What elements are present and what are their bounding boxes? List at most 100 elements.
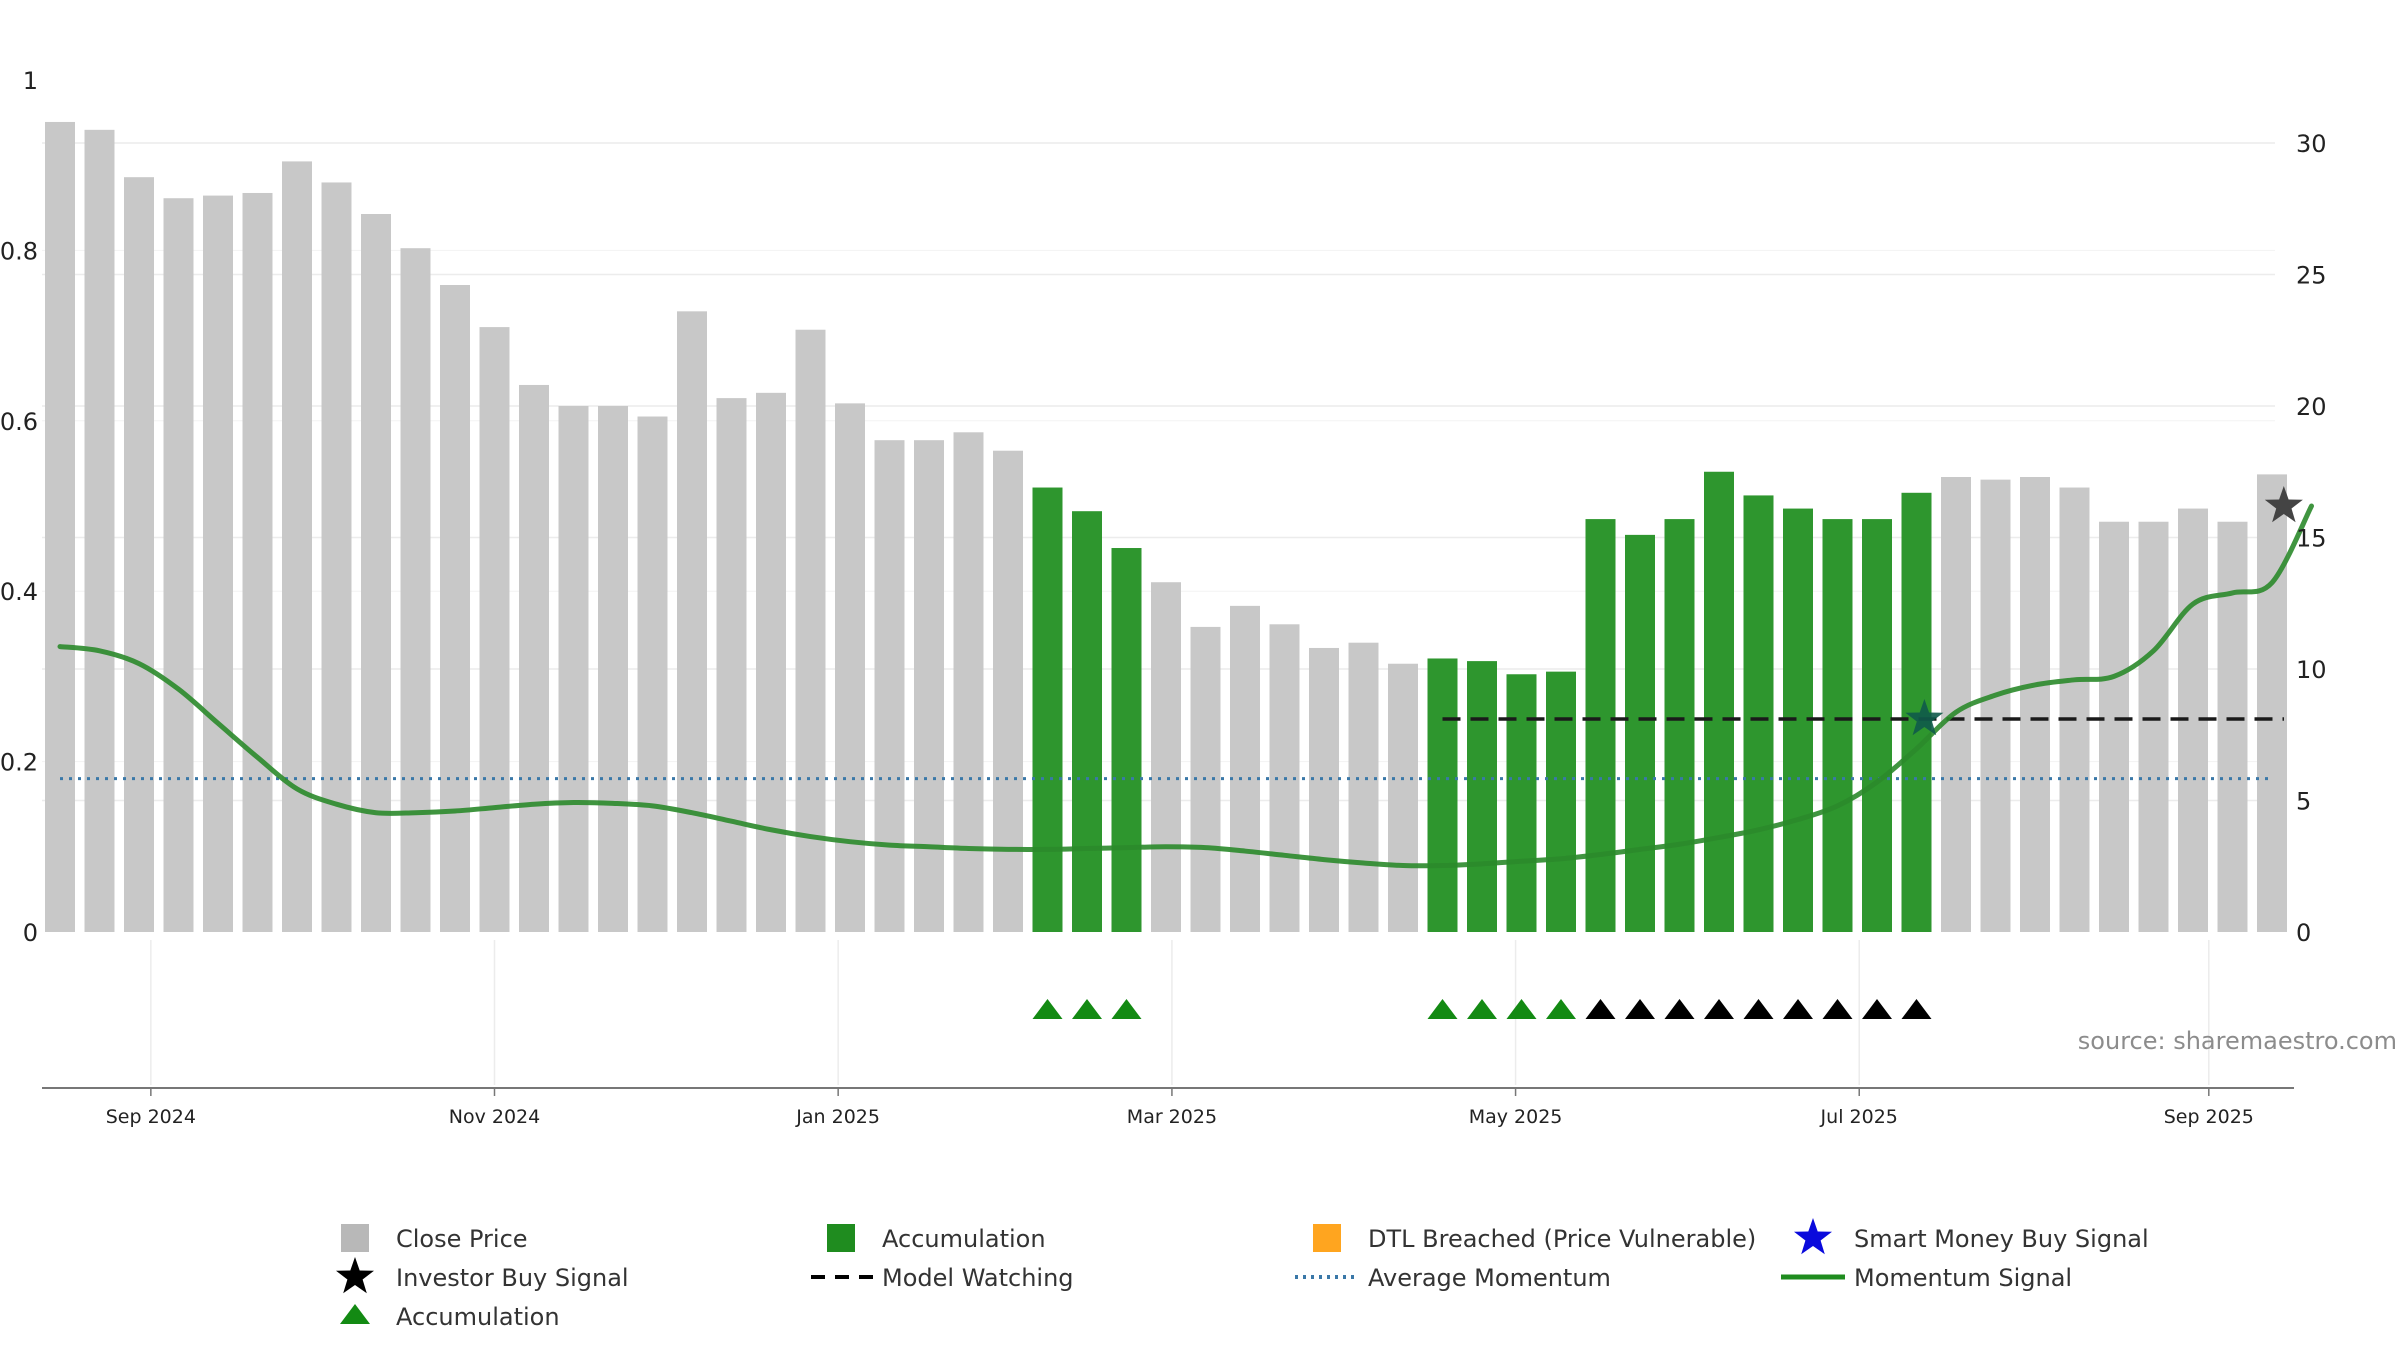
right-axis-tick-label: 25: [2296, 262, 2327, 290]
left-axis-tick-label: 0.8: [0, 237, 38, 265]
close-price-bar: [2257, 474, 2287, 932]
close-price-bar: [756, 392, 786, 933]
close-price-bar: [1230, 605, 1260, 932]
close-price-bar: [242, 192, 273, 933]
close-price-bar: [45, 121, 75, 932]
investor-triangle: [1664, 999, 1695, 1019]
right-axis-tick-label: 5: [2296, 788, 2311, 816]
accumulation-triangle: [1506, 999, 1537, 1019]
investor-triangle: [1704, 999, 1734, 1019]
legend-item: Accumulation: [340, 1303, 560, 1331]
legend-label: Investor Buy Signal: [396, 1264, 629, 1292]
legend-square-icon: [1313, 1224, 1341, 1252]
indicator-lines: [57, 503, 2314, 869]
legend-item: Investor Buy Signal: [336, 1257, 629, 1294]
x-axis-tick-label: Jan 2025: [795, 1106, 880, 1128]
investor-triangle: [1901, 999, 1932, 1019]
accumulation-bar: [1467, 661, 1497, 932]
left-axis-tick-label: 0: [23, 919, 38, 947]
close-price-bar: [716, 398, 747, 932]
close-price-bar: [321, 182, 352, 932]
accumulation-bar: [1427, 658, 1458, 932]
close-price-bar: [953, 432, 984, 932]
investor-triangle: [1822, 999, 1853, 1019]
accumulation-triangle: [1427, 999, 1458, 1019]
close-price-bar: [163, 198, 194, 933]
close-price-bar: [874, 440, 905, 932]
close-price-bar: [2138, 521, 2169, 932]
accumulation-bar: [1546, 671, 1576, 932]
close-price-bar: [282, 161, 312, 932]
legend-square-icon: [827, 1224, 855, 1252]
close-price-bar: [1980, 479, 2011, 932]
legend-item: Accumulation: [827, 1224, 1046, 1253]
left-axis-tick-label: 0.4: [0, 578, 38, 606]
legend-label: Smart Money Buy Signal: [1854, 1225, 2149, 1253]
x-axis-tick-label: Sep 2025: [2164, 1106, 2254, 1128]
close-price-bar: [835, 403, 865, 932]
accumulation-bar: [1862, 519, 1892, 932]
momentum-signal-line: [57, 503, 2314, 869]
accumulation-triangle: [1546, 999, 1576, 1019]
right-axis-tick-label: 30: [2296, 130, 2327, 158]
close-price-bar: [598, 406, 628, 932]
legend-item: Smart Money Buy Signal: [1794, 1218, 2149, 1255]
accumulation-bar: [1743, 495, 1774, 932]
close-price-bar: [84, 129, 115, 933]
right-axis-tick-label: 20: [2296, 393, 2327, 421]
legend-star-icon: [336, 1257, 374, 1294]
legend-item: DTL Breached (Price Vulnerable): [1313, 1224, 1756, 1253]
close-price-bar: [124, 177, 154, 932]
x-axis-tick-label: Nov 2024: [449, 1106, 540, 1128]
legend-label: Accumulation: [396, 1303, 560, 1331]
close-price-bar: [479, 327, 510, 933]
investor-buy-star: [2264, 486, 2303, 523]
accumulation-bar: [1822, 519, 1853, 932]
legend-label: Momentum Signal: [1854, 1264, 2072, 1292]
right-axis-tick-label: 0: [2296, 919, 2311, 947]
close-price-bar: [2020, 477, 2050, 932]
accumulation-triangle: [1072, 999, 1102, 1019]
left-axis-tick-label: 0.6: [0, 408, 38, 436]
accumulation-bar: [1032, 487, 1063, 932]
x-axis-tick-label: Mar 2025: [1127, 1106, 1217, 1128]
left-axis-tick-label: 0.2: [0, 749, 38, 777]
investor-triangle: [1862, 999, 1892, 1019]
close-price-bar: [2059, 487, 2090, 932]
accumulation-bar: [1664, 519, 1695, 932]
legend-item: Close Price: [341, 1224, 528, 1253]
left-axis-tick-label: 1: [23, 67, 38, 95]
close-price-bar: [914, 440, 944, 932]
close-price-bar: [2217, 521, 2248, 932]
legend-label: Close Price: [396, 1225, 528, 1253]
close-price-bar: [558, 406, 589, 932]
right-axis-tick-label: 10: [2296, 656, 2327, 684]
accumulation-triangle: [1032, 999, 1063, 1019]
legend-item: Model Watching: [811, 1264, 1074, 1292]
legend-label: Accumulation: [882, 1225, 1046, 1253]
legend-star-icon: [1794, 1218, 1832, 1255]
legend-item: Momentum Signal: [1781, 1264, 2072, 1292]
right-axis-tick-label: 15: [2296, 525, 2327, 553]
close-price-bar: [519, 384, 549, 933]
legend-square-icon: [341, 1224, 369, 1252]
close-price-bar: [440, 285, 470, 932]
legend-label: Model Watching: [882, 1264, 1074, 1292]
accumulation-bar: [1506, 674, 1537, 932]
accumulation-bar: [1625, 534, 1655, 932]
legend-label: DTL Breached (Price Vulnerable): [1368, 1225, 1756, 1253]
accumulation-bar: [1111, 548, 1142, 932]
x-axis-tick-label: May 2025: [1469, 1106, 1563, 1128]
legend-triangle-icon: [340, 1304, 370, 1324]
investor-triangle: [1625, 999, 1655, 1019]
investor-triangle: [1783, 999, 1813, 1019]
accumulation-bar: [1072, 511, 1102, 932]
accumulation-triangle: [1467, 999, 1497, 1019]
close-price-bar: [400, 248, 431, 932]
x-axis-tick-label: Sep 2024: [106, 1106, 196, 1128]
close-price-bars: [45, 121, 2287, 933]
close-price-bar: [203, 195, 233, 933]
x-axis-tick-label: Jul 2025: [1820, 1106, 1898, 1128]
